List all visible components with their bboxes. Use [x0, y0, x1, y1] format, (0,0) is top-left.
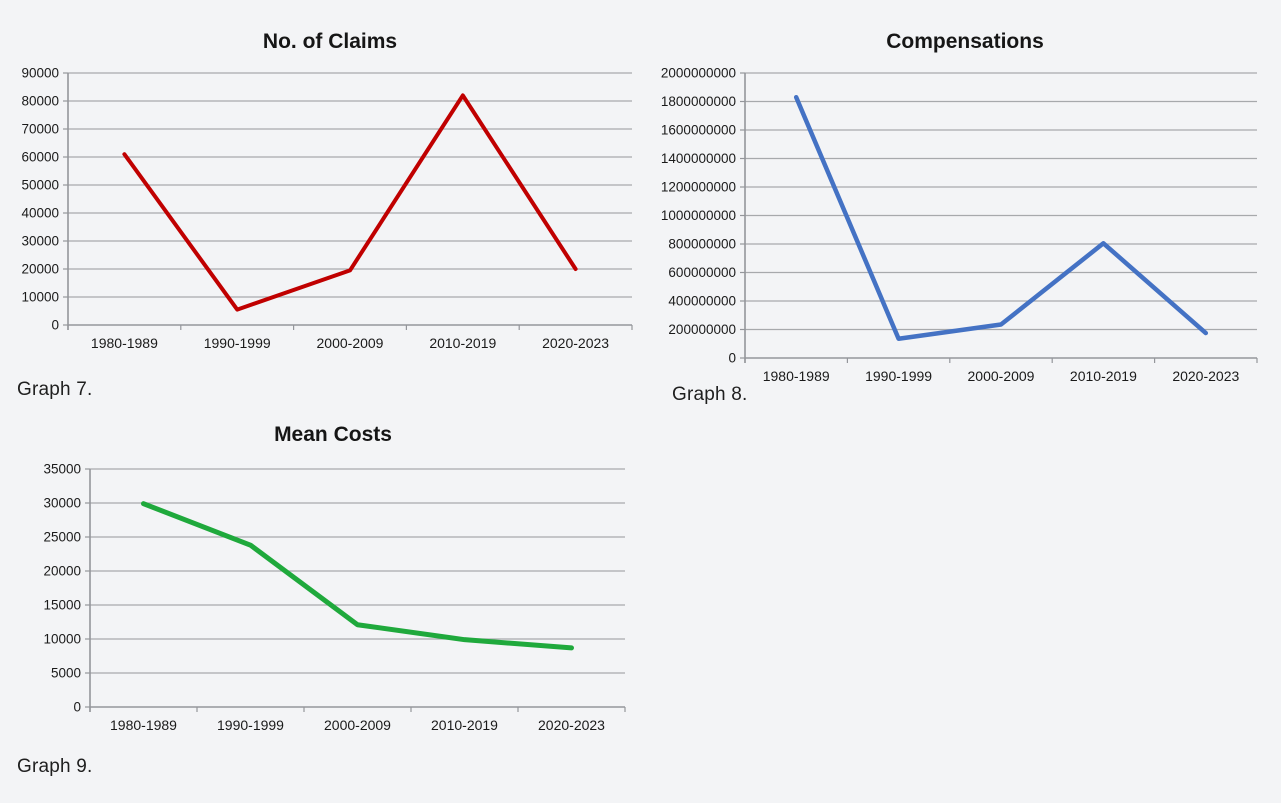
y-tick-label: 1200000000	[661, 180, 736, 195]
x-category-label: 1980-1989	[763, 368, 830, 384]
y-tick-label: 30000	[21, 234, 59, 249]
graph-7-caption: Graph 7.	[17, 379, 93, 400]
chart-title: Mean Costs	[274, 423, 392, 446]
y-tick-label: 25000	[43, 530, 81, 545]
y-tick-label: 20000	[43, 564, 81, 579]
mean-costs-line-chart: 0 5000 10000 15000 20000 25000 30000 35000 1980-…	[43, 423, 626, 733]
compensations-data-line	[793, 94, 1209, 342]
y-tick-label: 30000	[43, 496, 81, 511]
y-tick-label: 600000000	[668, 265, 736, 280]
compensations-line-chart: 0 200000000 400000000 600000000 800000000 100…	[661, 30, 1258, 384]
x-category-label: 1990-1999	[217, 717, 284, 733]
y-tick-label: 200000000	[668, 322, 736, 337]
y-tick-label: 1400000000	[661, 151, 736, 166]
y-tick-label: 60000	[21, 150, 59, 165]
y-tick-label: 40000	[21, 206, 59, 221]
claims-data-line	[122, 93, 578, 312]
y-tick-label: 1600000000	[661, 123, 736, 138]
y-tick-label: 20000	[21, 262, 59, 277]
y-tick-label: 50000	[21, 178, 59, 193]
chart-title: No. of Claims	[263, 30, 397, 53]
mean-costs-data-line	[141, 501, 574, 651]
y-tick-label: 90000	[21, 66, 59, 81]
y-tick-label: 5000	[51, 666, 81, 681]
x-category-label: 2020-2023	[542, 335, 609, 351]
y-tick-label: 800000000	[668, 237, 736, 252]
y-tick-label: 80000	[21, 94, 59, 109]
y-tick-label: 1000000000	[661, 208, 736, 223]
chart-title: Compensations	[886, 30, 1044, 53]
x-category-label: 2010-2019	[431, 717, 498, 733]
y-tick-label: 10000	[21, 290, 59, 305]
x-category-label: 2010-2019	[429, 335, 496, 351]
x-category-label: 2010-2019	[1070, 368, 1137, 384]
y-tick-label: 70000	[21, 122, 59, 137]
y-tick-label: 15000	[43, 598, 81, 613]
graph-9-caption: Graph 9.	[17, 756, 93, 777]
y-tick-label: 1800000000	[661, 94, 736, 109]
x-category-label: 1990-1999	[204, 335, 271, 351]
x-category-label: 2000-2009	[317, 335, 384, 351]
y-tick-label: 10000	[43, 632, 81, 647]
x-category-label: 1990-1999	[865, 368, 932, 384]
x-category-label: 2000-2009	[968, 368, 1035, 384]
y-tick-label: 0	[51, 318, 59, 333]
x-category-label: 2020-2023	[1172, 368, 1239, 384]
y-tick-label: 2000000000	[661, 66, 736, 81]
y-tick-label: 0	[728, 351, 736, 366]
x-category-label: 1980-1989	[91, 335, 158, 351]
graph-8-caption: Graph 8.	[672, 384, 748, 405]
y-tick-label: 400000000	[668, 294, 736, 309]
claims-line-chart: 0 10000 20000 30000 40000 50000 60000 70000 8000…	[21, 30, 633, 351]
x-category-label: 1980-1989	[110, 717, 177, 733]
x-category-label: 2020-2023	[538, 717, 605, 733]
y-tick-label: 35000	[43, 462, 81, 477]
x-category-label: 2000-2009	[324, 717, 391, 733]
y-tick-label: 0	[73, 700, 81, 715]
